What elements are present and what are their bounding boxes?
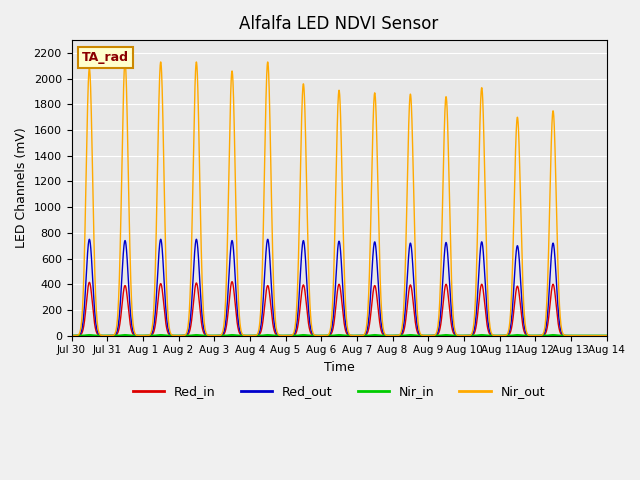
Red_in (228, 279, 236, 285)
Nir_in (296, 333, 304, 338)
Red_out (129, 327, 136, 333)
Nir_in (129, 333, 136, 338)
Red_in (68, 333, 76, 338)
Nir_in (161, 333, 168, 338)
Line: Nir_out: Nir_out (72, 62, 607, 336)
Red_out (296, 277, 304, 283)
Nir_in (273, 333, 281, 338)
Red_in (129, 330, 136, 336)
Nir_out (296, 185, 304, 191)
Nir_out (161, 196, 168, 202)
Red_out (603, 333, 611, 338)
Nir_out (273, 328, 281, 334)
Red_out (161, 285, 168, 290)
Nir_out (535, 333, 543, 338)
Nir_in (68, 333, 76, 338)
Line: Red_out: Red_out (72, 239, 607, 336)
Red_in (273, 332, 281, 338)
Nir_out (593, 333, 600, 338)
Y-axis label: LED Channels (mV): LED Channels (mV) (15, 128, 28, 248)
Text: TA_rad: TA_rad (82, 51, 129, 64)
Nir_in (603, 333, 611, 338)
Title: Alfalfa LED NDVI Sensor: Alfalfa LED NDVI Sensor (239, 15, 438, 33)
Red_in (161, 307, 168, 313)
Red_in (535, 333, 543, 338)
Nir_out (121, 59, 129, 65)
Line: Nir_in: Nir_in (72, 335, 607, 336)
Red_in (296, 305, 304, 311)
Nir_in (535, 333, 543, 338)
Red_out (535, 333, 543, 338)
Line: Red_in: Red_in (72, 282, 607, 336)
Nir_out (603, 333, 611, 338)
Red_out (593, 333, 600, 338)
Red_in (603, 333, 611, 338)
Red_out (273, 331, 281, 337)
X-axis label: Time: Time (324, 361, 355, 374)
Nir_in (593, 333, 600, 338)
Nir_out (129, 317, 136, 323)
Red_out (86, 236, 93, 242)
Nir_in (86, 332, 93, 338)
Red_in (593, 333, 600, 338)
Legend: Red_in, Red_out, Nir_in, Nir_out: Red_in, Red_out, Nir_in, Nir_out (128, 380, 550, 403)
Red_out (68, 333, 76, 338)
Nir_out (68, 333, 76, 338)
